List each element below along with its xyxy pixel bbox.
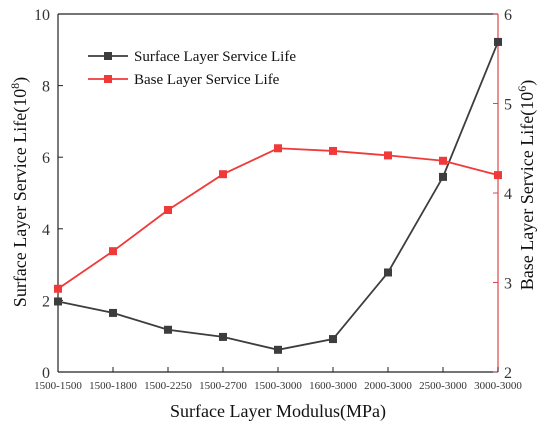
x-tick-label: 1500-3000 — [254, 380, 302, 392]
x-tick-label: 1600-3000 — [309, 380, 357, 392]
data-point-base — [219, 170, 227, 179]
legend-marker-surface — [104, 52, 112, 60]
right-tick-label: 6 — [504, 7, 512, 24]
legend-item-base: Base Layer Service Life — [88, 72, 280, 88]
axes — [57, 13, 499, 373]
data-point-surface — [329, 335, 337, 344]
x-tick-label: 2500-3000 — [419, 380, 467, 392]
data-point-base — [384, 151, 392, 160]
data-point-surface — [439, 172, 447, 181]
x-axis-title: Surface Layer Modulus(MPa) — [170, 401, 386, 422]
data-point-surface — [109, 308, 117, 317]
x-tick-label: 3000-3000 — [474, 380, 522, 392]
x-tick-label: 2000-3000 — [364, 380, 412, 392]
data-point-surface — [54, 297, 62, 306]
right-tick-label: 2 — [504, 365, 512, 382]
left-axis-title: Surface Layer Service Life(108) — [8, 77, 31, 307]
x-tick-label: 1500-1800 — [89, 380, 137, 392]
data-point-base — [439, 156, 447, 165]
data-point-base — [54, 284, 62, 293]
data-point-surface — [219, 332, 227, 341]
right-tick-label: 5 — [504, 97, 512, 114]
data-point-base — [329, 146, 337, 155]
data-point-base — [494, 171, 502, 180]
left-tick-label: 8 — [42, 79, 50, 96]
data-point-surface — [494, 37, 502, 46]
data-point-surface — [274, 345, 282, 354]
data-point-base — [164, 206, 172, 215]
right-axis-title: Base Layer Service Life(106) — [515, 80, 538, 290]
legend-marker-base — [104, 75, 112, 83]
left-tick-label: 6 — [42, 150, 50, 167]
x-tick-label: 1500-1500 — [34, 380, 82, 392]
legend-item-surface: Surface Layer Service Life — [88, 49, 296, 65]
legend-label-base: Base Layer Service Life — [134, 72, 280, 88]
legend-label-surface: Surface Layer Service Life — [134, 49, 296, 65]
data-point-base — [109, 247, 117, 256]
left-tick-label: 2 — [42, 293, 50, 310]
series-line-surface — [57, 41, 499, 351]
data-point-base — [274, 144, 282, 153]
x-tick-label: 1500-2250 — [144, 380, 192, 392]
left-axis-ticks: 0 2 4 6 8 10 — [34, 7, 63, 382]
series-layer — [54, 37, 502, 354]
right-tick-label: 3 — [504, 276, 512, 293]
left-tick-label: 4 — [42, 222, 50, 239]
x-axis-ticks: 1500-1500 1500-1800 1500-2250 1500-2700 1500… — [34, 367, 522, 392]
x-tick-label: 1500-2700 — [199, 380, 247, 392]
data-point-surface — [164, 325, 172, 334]
series-line-base — [57, 147, 499, 290]
right-tick-label: 4 — [504, 186, 512, 203]
legend: Surface Layer Service Life Base Layer Se… — [88, 49, 296, 88]
left-tick-label: 0 — [42, 365, 50, 382]
right-axis-ticks: 2 3 4 5 6 — [493, 7, 512, 382]
left-tick-label: 10 — [34, 7, 50, 24]
data-point-surface — [384, 268, 392, 277]
